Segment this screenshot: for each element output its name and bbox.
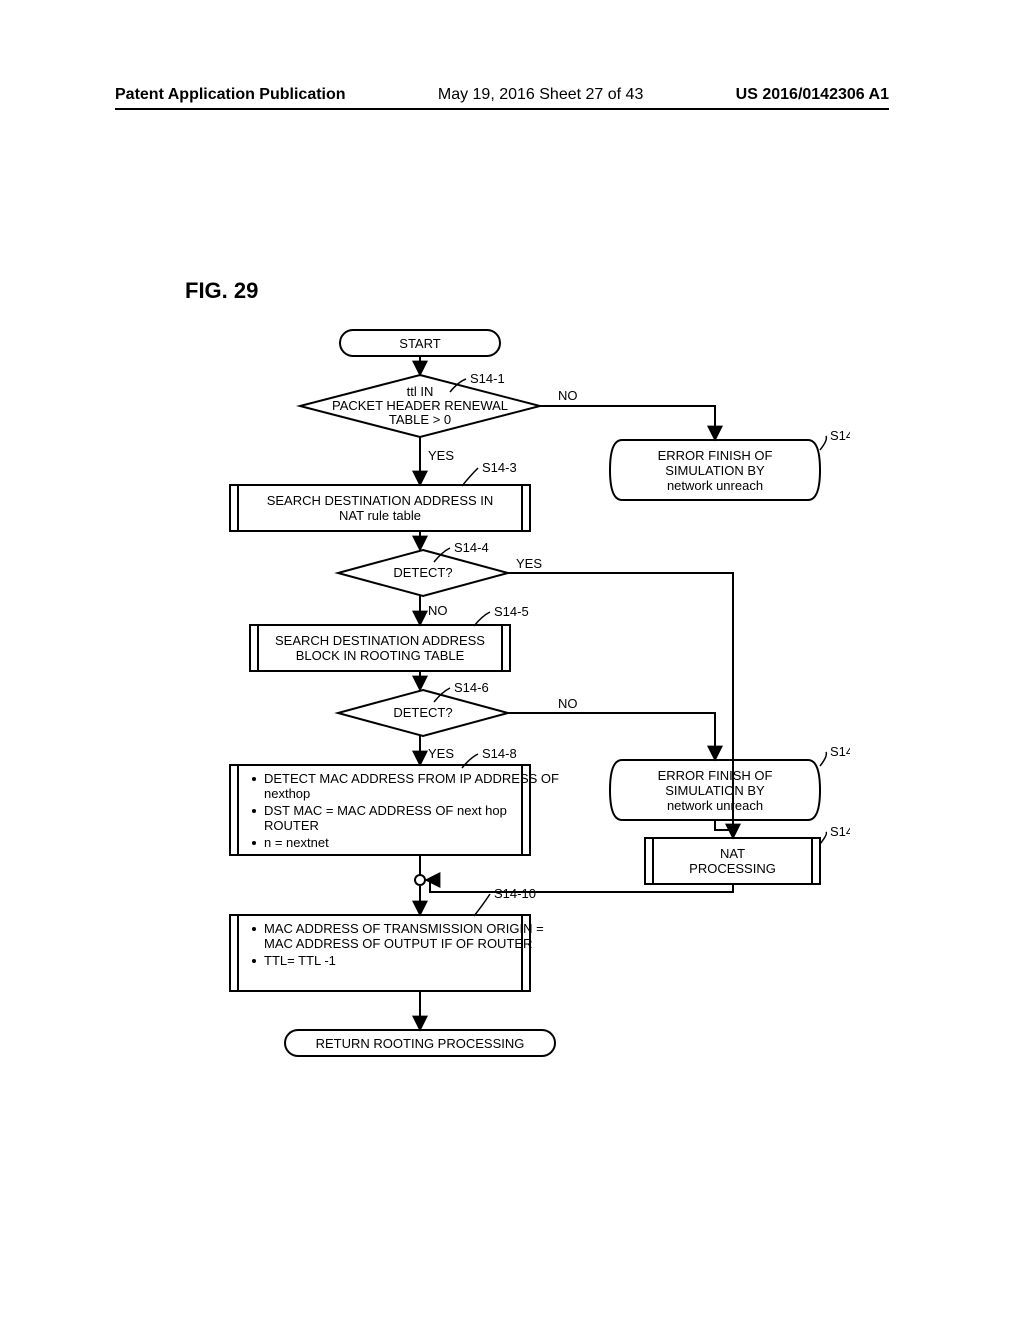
step-label: S14-5 bbox=[494, 604, 529, 619]
step-label: S14-8 bbox=[482, 746, 517, 761]
svg-text:PACKET HEADER RENEWAL: PACKET HEADER RENEWAL bbox=[332, 398, 508, 413]
svg-text:SIMULATION BY: SIMULATION BY bbox=[665, 783, 765, 798]
branch-label: NO bbox=[558, 388, 578, 403]
step-label: S14-4 bbox=[454, 540, 489, 555]
svg-text:ERROR FINISH OF: ERROR FINISH OF bbox=[658, 448, 773, 463]
header-mid: May 19, 2016 Sheet 27 of 43 bbox=[438, 86, 643, 104]
node-d6: DETECT? bbox=[338, 690, 508, 736]
node-p9: NATPROCESSING bbox=[645, 838, 820, 884]
branch-label: YES bbox=[428, 448, 454, 463]
edge bbox=[508, 713, 715, 760]
svg-text:DETECT MAC ADDRESS FROM IP ADD: DETECT MAC ADDRESS FROM IP ADDRESS OF bbox=[264, 771, 559, 786]
svg-text:BLOCK IN ROOTING TABLE: BLOCK IN ROOTING TABLE bbox=[296, 648, 465, 663]
step-label: S14-2 bbox=[830, 428, 850, 443]
branch-label: NO bbox=[558, 696, 578, 711]
svg-text:MAC ADDRESS OF TRANSMISSION OR: MAC ADDRESS OF TRANSMISSION ORIGIN = bbox=[264, 921, 544, 936]
step-hook bbox=[462, 468, 478, 486]
svg-text:network unreach: network unreach bbox=[667, 798, 763, 813]
svg-text:PROCESSING: PROCESSING bbox=[689, 861, 776, 876]
branch-label: YES bbox=[428, 746, 454, 761]
step-hook bbox=[820, 436, 826, 450]
svg-text:SEARCH DESTINATION ADDRESS IN: SEARCH DESTINATION ADDRESS IN bbox=[267, 493, 494, 508]
figure-label: FIG. 29 bbox=[185, 278, 258, 304]
svg-text:TABLE > 0: TABLE > 0 bbox=[389, 412, 451, 427]
step-hook bbox=[474, 612, 490, 626]
svg-text:TTL= TTL -1: TTL= TTL -1 bbox=[264, 953, 336, 968]
node-p2: ERROR FINISH OFSIMULATION BYnetwork unre… bbox=[610, 440, 820, 500]
svg-text:nexthop: nexthop bbox=[264, 786, 310, 801]
node-d4: DETECT? bbox=[338, 550, 508, 596]
svg-text:DST MAC = MAC ADDRESS OF next: DST MAC = MAC ADDRESS OF next hop bbox=[264, 803, 507, 818]
svg-text:n = nextnet: n = nextnet bbox=[264, 835, 329, 850]
branch-label: NO bbox=[428, 603, 448, 618]
svg-text:ttl IN: ttl IN bbox=[407, 384, 434, 399]
step-label: S14-1 bbox=[470, 371, 505, 386]
step-label: S14-10 bbox=[494, 886, 536, 901]
step-label: S14-3 bbox=[482, 460, 517, 475]
svg-text:NAT: NAT bbox=[720, 846, 745, 861]
step-label: S14-6 bbox=[454, 680, 489, 695]
edge bbox=[540, 406, 715, 440]
svg-text:ROUTER: ROUTER bbox=[264, 818, 319, 833]
svg-text:MAC ADDRESS OF OUTPUT IF OF RO: MAC ADDRESS OF OUTPUT IF OF ROUTER bbox=[264, 936, 532, 951]
header-left: Patent Application Publication bbox=[115, 86, 346, 104]
svg-text:NAT rule table: NAT rule table bbox=[339, 508, 421, 523]
svg-text:RETURN ROOTING PROCESSING: RETURN ROOTING PROCESSING bbox=[316, 1036, 525, 1051]
edge bbox=[426, 880, 733, 892]
node-p8: DETECT MAC ADDRESS FROM IP ADDRESS OFnex… bbox=[230, 765, 559, 855]
branch-label: YES bbox=[516, 556, 542, 571]
svg-text:network unreach: network unreach bbox=[667, 478, 763, 493]
svg-text:ERROR FINISH OF: ERROR FINISH OF bbox=[658, 768, 773, 783]
header-right: US 2016/0142306 A1 bbox=[736, 86, 889, 104]
svg-text:START: START bbox=[399, 336, 440, 351]
step-label: S14-9 bbox=[830, 824, 850, 839]
svg-text:DETECT?: DETECT? bbox=[393, 705, 452, 720]
page-header: Patent Application Publication May 19, 2… bbox=[115, 86, 889, 110]
svg-text:DETECT?: DETECT? bbox=[393, 565, 452, 580]
node-start: START bbox=[340, 330, 500, 356]
step-label: S14-7 bbox=[830, 744, 850, 759]
edge bbox=[715, 820, 733, 838]
node-p5: SEARCH DESTINATION ADDRESSBLOCK IN ROOTI… bbox=[250, 625, 510, 671]
junction bbox=[415, 875, 425, 885]
flowchart: START ttl INPACKET HEADER RENEWALTABLE > … bbox=[170, 320, 850, 1160]
node-p7: ERROR FINISH OFSIMULATION BYnetwork unre… bbox=[610, 760, 820, 820]
node-p10: MAC ADDRESS OF TRANSMISSION ORIGIN =MAC … bbox=[230, 915, 544, 991]
step-hook bbox=[820, 752, 826, 766]
node-end: RETURN ROOTING PROCESSING bbox=[285, 1030, 555, 1056]
step-hook bbox=[474, 894, 490, 916]
svg-text:SEARCH DESTINATION ADDRESS: SEARCH DESTINATION ADDRESS bbox=[275, 633, 485, 648]
node-p3: SEARCH DESTINATION ADDRESS INNAT rule ta… bbox=[230, 485, 530, 531]
svg-text:SIMULATION BY: SIMULATION BY bbox=[665, 463, 765, 478]
